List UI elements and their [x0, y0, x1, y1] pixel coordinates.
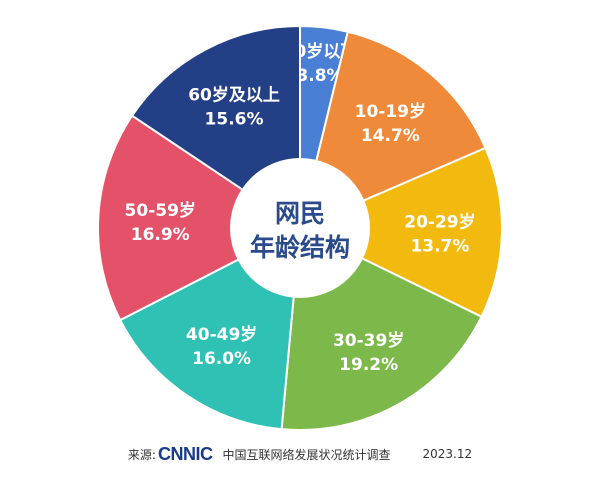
pie-chart: 10岁以下 3.8% 10-19岁 14.7% 20-29岁 13.7% 30-39岁 19.…: [97, 24, 503, 431]
slice-category-label: 40-49岁: [186, 324, 257, 345]
center-hole: [230, 158, 370, 298]
slice-value-label: 15.6%: [205, 110, 264, 130]
slice-value-label: 16.0%: [192, 349, 251, 369]
slice-value-label: 16.9%: [131, 225, 190, 245]
pie-slice: [297, 146, 503, 319]
slice-value-label: 3.8%: [296, 66, 343, 86]
slice-category-label: 10-19岁: [355, 101, 426, 122]
slice-category-label: 50-59岁: [125, 200, 196, 221]
center-title-line: 年龄结构: [250, 233, 350, 262]
cnnic-logo: CNNIC: [157, 443, 213, 464]
slice-category-label: 20-29岁: [404, 211, 475, 232]
slice-category-label: 30-39岁: [333, 330, 404, 351]
footer-date: 2023.12: [422, 447, 473, 461]
center-title-line: 网民: [275, 199, 325, 228]
slice-value-label: 14.7%: [361, 126, 420, 146]
pie-slice: [97, 114, 302, 322]
source-label: 来源:: [127, 447, 156, 462]
slice-value-label: 19.2%: [339, 355, 398, 375]
slice-value-label: 13.7%: [410, 236, 469, 256]
survey-name: 中国互联网络发展状况统计调查: [222, 447, 391, 462]
slice-category-label: 60岁及以上: [188, 85, 280, 106]
slice-category-label: 10岁以下: [283, 41, 358, 62]
source-footer: 来源: CNNIC 中国互联网络发展状况统计调查 2023.12: [0, 442, 600, 466]
